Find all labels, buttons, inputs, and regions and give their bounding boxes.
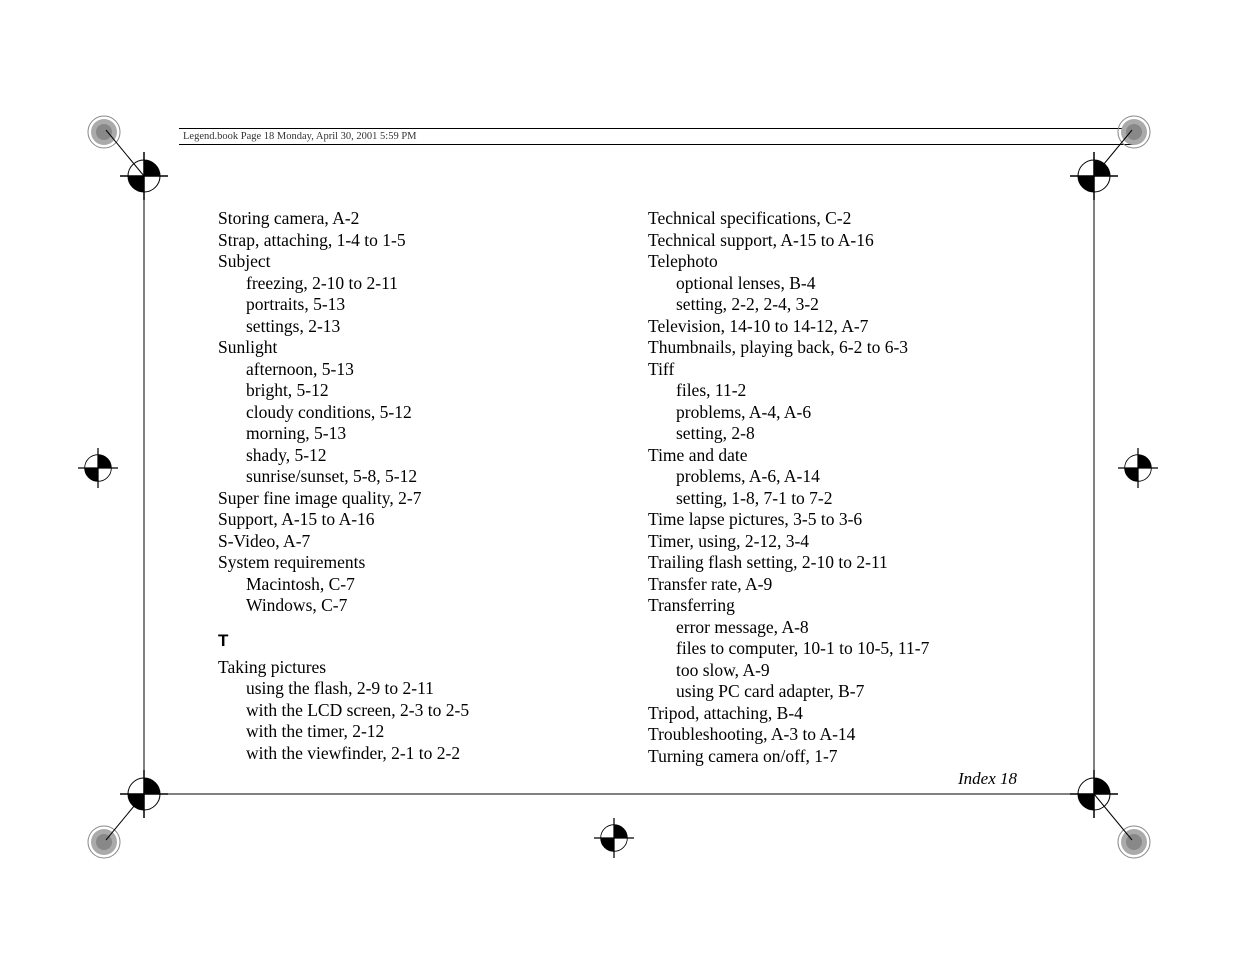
index-subentry: problems, A-4, A-6 [648, 402, 1018, 424]
index-subentry: using PC card adapter, B-7 [648, 681, 1018, 703]
index-content: Storing camera, A-2 Strap, attaching, 1-… [218, 208, 1018, 767]
index-subentry: too slow, A-9 [648, 660, 1018, 682]
index-subentry: sunrise/sunset, 5-8, 5-12 [218, 466, 588, 488]
registration-mark-icon [1110, 108, 1158, 156]
index-letter-heading: T [218, 631, 588, 651]
index-subentry: with the timer, 2-12 [218, 721, 588, 743]
index-subentry: with the LCD screen, 2-3 to 2-5 [218, 700, 588, 722]
registration-mark-icon [80, 108, 128, 156]
index-subentry: setting, 1-8, 7-1 to 7-2 [648, 488, 1018, 510]
index-subentry: error message, A-8 [648, 617, 1018, 639]
registration-mark-icon [120, 152, 168, 200]
index-subentry: Macintosh, C-7 [218, 574, 588, 596]
index-subentry: freezing, 2-10 to 2-11 [218, 273, 588, 295]
index-entry: Timer, using, 2-12, 3-4 [648, 531, 1018, 553]
registration-mark-icon [594, 818, 634, 858]
index-subentry: files to computer, 10-1 to 10-5, 11-7 [648, 638, 1018, 660]
index-subentry: portraits, 5-13 [218, 294, 588, 316]
index-entry: S-Video, A-7 [218, 531, 588, 553]
index-entry: Technical specifications, C-2 [648, 208, 1018, 230]
index-subentry: files, 11-2 [648, 380, 1018, 402]
index-entry: Subject [218, 251, 588, 273]
registration-mark-icon [1070, 770, 1118, 818]
index-subentry: setting, 2-8 [648, 423, 1018, 445]
document-header: Legend.book Page 18 Monday, April 30, 20… [179, 128, 1134, 145]
index-subentry: settings, 2-13 [218, 316, 588, 338]
index-entry: Tripod, attaching, B-4 [648, 703, 1018, 725]
index-subentry: morning, 5-13 [218, 423, 588, 445]
index-subentry: afternoon, 5-13 [218, 359, 588, 381]
index-subentry: with the viewfinder, 2-1 to 2-2 [218, 743, 588, 765]
index-entry: Sunlight [218, 337, 588, 359]
page-footer: Index 18 [958, 769, 1017, 789]
index-entry: Time lapse pictures, 3-5 to 3-6 [648, 509, 1018, 531]
index-subentry: shady, 5-12 [218, 445, 588, 467]
index-entry: Television, 14-10 to 14-12, A-7 [648, 316, 1018, 338]
index-subentry: cloudy conditions, 5-12 [218, 402, 588, 424]
header-text: Legend.book Page 18 Monday, April 30, 20… [183, 131, 417, 142]
index-entry: Time and date [648, 445, 1018, 467]
index-entry: Transferring [648, 595, 1018, 617]
registration-mark-icon [1070, 152, 1118, 200]
index-subentry: bright, 5-12 [218, 380, 588, 402]
index-entry: Turning camera on/off, 1-7 [648, 746, 1018, 768]
index-subentry: setting, 2-2, 2-4, 3-2 [648, 294, 1018, 316]
index-entry: Telephoto [648, 251, 1018, 273]
index-column-right: Technical specifications, C-2 Technical … [648, 208, 1018, 767]
registration-mark-icon [120, 770, 168, 818]
index-entry: Troubleshooting, A-3 to A-14 [648, 724, 1018, 746]
index-entry: Tiff [648, 359, 1018, 381]
index-entry: Strap, attaching, 1-4 to 1-5 [218, 230, 588, 252]
registration-mark-icon [80, 818, 128, 866]
index-entry: Transfer rate, A-9 [648, 574, 1018, 596]
registration-mark-icon [78, 448, 118, 488]
index-entry: Super fine image quality, 2-7 [218, 488, 588, 510]
index-entry: Storing camera, A-2 [218, 208, 588, 230]
index-entry: Thumbnails, playing back, 6-2 to 6-3 [648, 337, 1018, 359]
index-entry: Technical support, A-15 to A-16 [648, 230, 1018, 252]
registration-mark-icon [1118, 448, 1158, 488]
index-subentry: using the flash, 2-9 to 2-11 [218, 678, 588, 700]
index-entry: Trailing flash setting, 2-10 to 2-11 [648, 552, 1018, 574]
index-subentry: problems, A-6, A-14 [648, 466, 1018, 488]
index-subentry: optional lenses, B-4 [648, 273, 1018, 295]
index-entry: Support, A-15 to A-16 [218, 509, 588, 531]
registration-mark-icon [1110, 818, 1158, 866]
index-entry: Taking pictures [218, 657, 588, 679]
index-column-left: Storing camera, A-2 Strap, attaching, 1-… [218, 208, 588, 767]
index-subentry: Windows, C-7 [218, 595, 588, 617]
index-entry: System requirements [218, 552, 588, 574]
